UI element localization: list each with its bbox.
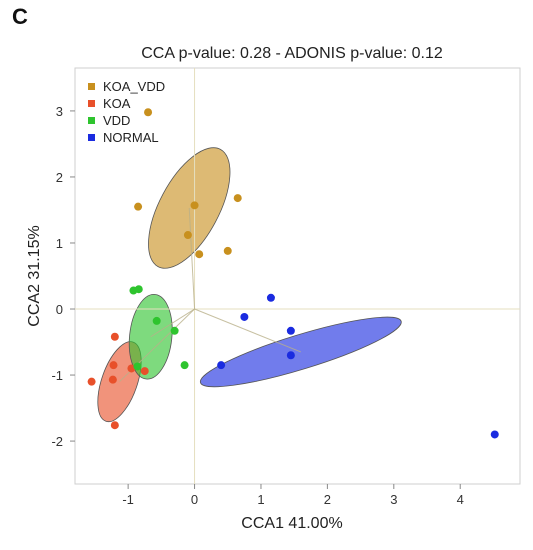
y-axis-label: CCA2 31.15% [26,225,43,326]
centroid-line-normal [194,308,302,353]
centroid-line-koa-vdd [188,207,196,310]
point-koa-vdd [134,202,143,211]
x-axis-label: CCA1 41.00% [241,515,342,532]
point-koa-vdd [195,250,204,259]
point-normal [217,361,226,370]
point-vdd [134,285,143,294]
point-normal [240,312,249,321]
y-tick-label: -1 [51,368,63,383]
legend-swatch-vdd [88,117,95,124]
data-points [87,108,499,439]
point-vdd [180,361,189,370]
plot-frame [74,67,521,485]
origin-crosshair [75,68,520,484]
x-tick-label: 0 [191,492,198,507]
legend: KOA_VDD KOA VDD NORMAL [88,79,165,145]
point-vdd [152,316,161,325]
point-koa [110,421,119,430]
point-koa-vdd [183,231,192,240]
legend-label-normal: NORMAL [103,130,159,145]
centroid-line-vdd [150,308,195,338]
point-vdd [133,362,142,371]
point-koa [110,332,119,341]
x-axis-ticks: -1 0 1 2 3 4 [122,484,464,507]
point-koa-vdd [190,201,199,210]
point-koa-vdd [233,194,242,203]
point-koa [140,367,149,376]
legend-swatch-normal [88,134,95,141]
point-normal [490,430,499,439]
legend-label-koa: KOA [103,96,131,111]
point-normal [286,351,295,360]
y-tick-label: -2 [51,434,63,449]
y-axis-ticks: -2 -1 0 1 2 3 [51,104,75,449]
y-tick-label: 0 [56,302,63,317]
panel-label: C [12,4,28,29]
x-tick-label: 2 [324,492,331,507]
confidence-ellipses [97,147,402,423]
point-koa-vdd [144,108,153,117]
x-tick-label: 4 [457,492,464,507]
point-normal [266,293,275,302]
y-tick-label: 1 [56,236,63,251]
chart-title: CCA p-value: 0.28 - ADONIS p-value: 0.12 [141,45,443,62]
point-normal [286,326,295,335]
point-koa [109,361,118,370]
x-tick-label: 1 [257,492,264,507]
y-tick-label: 2 [56,170,63,185]
legend-label-vdd: VDD [103,113,130,128]
x-tick-label: -1 [122,492,134,507]
point-koa [87,377,96,386]
point-vdd [170,326,179,335]
x-tick-label: 3 [390,492,397,507]
legend-swatch-koa [88,100,95,107]
y-tick-label: 3 [56,104,63,119]
legend-swatch-koa-vdd [88,83,95,90]
legend-label-koa-vdd: KOA_VDD [103,79,165,94]
point-koa-vdd [223,246,232,255]
point-koa [108,375,117,384]
